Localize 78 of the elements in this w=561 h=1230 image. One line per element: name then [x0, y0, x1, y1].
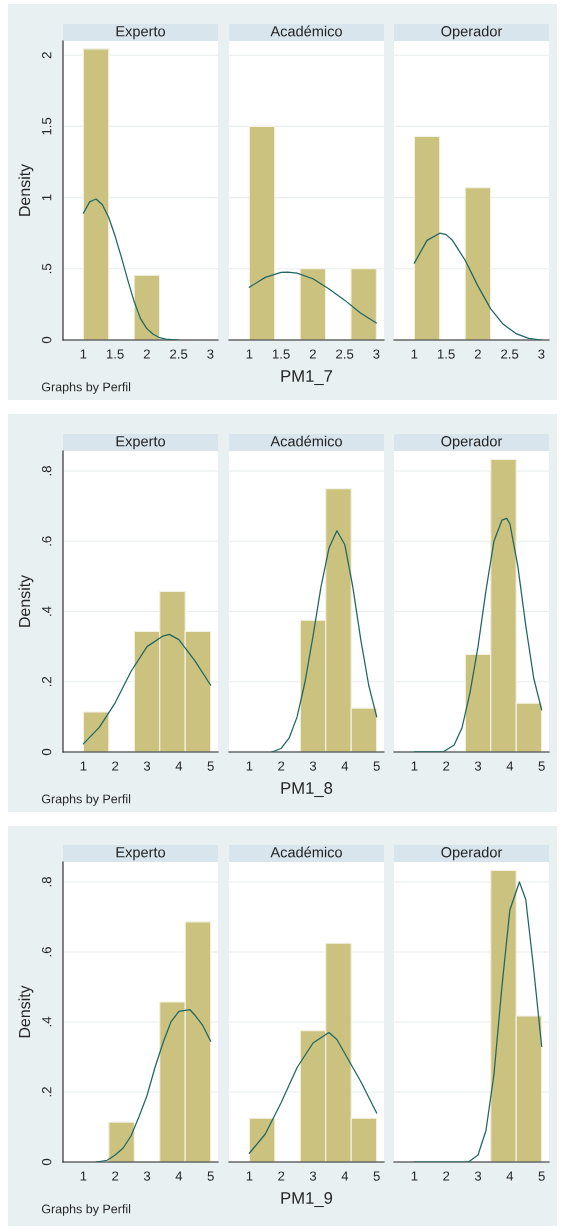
x-tick-label: 1: [80, 761, 87, 771]
x-tick-label: 2: [443, 761, 450, 771]
x-tick-label: 5: [373, 761, 380, 771]
x-tick-label: 3: [143, 761, 151, 771]
chart-title: Operador: [441, 846, 503, 861]
y-tick-label: 0: [42, 336, 52, 344]
x-tick-label: 3: [474, 1171, 482, 1181]
x-tick-label: 2.5: [336, 349, 354, 359]
y-tick-label: .4: [42, 606, 52, 616]
x-tick-label: 4: [175, 761, 183, 771]
text: Graphs by Perfil: [41, 794, 131, 806]
y-tick-label: .6: [42, 947, 52, 957]
x-tick-label: 1.5: [106, 349, 124, 359]
x-tick-label: 2.5: [501, 349, 519, 359]
x-tick-label: 3: [143, 1171, 151, 1181]
y-tick-label: .5: [42, 263, 52, 274]
x-tick-label: 3: [474, 761, 482, 771]
chart-title: Académico: [270, 25, 342, 37]
chart-title: Académico: [270, 846, 342, 858]
x-tick-label: 4: [341, 761, 349, 771]
x-tick-label: 4: [506, 1171, 514, 1181]
x-tick-label: 5: [373, 1171, 380, 1181]
text: Graphs by Perfil: [41, 382, 131, 394]
y-tick-label: .8: [42, 877, 52, 887]
x-tick-label: 5: [538, 761, 545, 771]
x-tick-label: 2: [143, 349, 150, 359]
x-tick-label: 3: [309, 1171, 317, 1181]
x-tick-label: 1: [411, 1171, 418, 1181]
chart-title: Experto: [116, 26, 166, 40]
x-tick-label: 1: [411, 349, 418, 359]
y-tick-label: .4: [42, 1016, 52, 1027]
y-tick-label: .6: [42, 536, 52, 546]
x-tick-label: 1.5: [272, 349, 290, 359]
x-tick-label: 1: [246, 1171, 253, 1181]
y-axis-title: Density: [18, 574, 34, 627]
y-tick-label: .8: [42, 466, 52, 476]
text: Graphs by Perfil: [41, 1204, 131, 1216]
x-tick-label: 2: [309, 349, 316, 359]
y-tick-label: 0: [42, 748, 52, 756]
y-tick-label: .2: [42, 1087, 52, 1097]
x-tick-label: 3: [309, 761, 317, 771]
y-axis-title: Density: [18, 163, 34, 216]
x-tick-label: 2.5: [170, 349, 188, 359]
chart-title: Experto: [116, 436, 166, 450]
x-tick-label: 5: [207, 761, 214, 771]
x-tick-label: 3: [373, 349, 380, 359]
x-tick-label: 4: [341, 1171, 349, 1181]
x-tick-label: 2: [278, 1171, 285, 1181]
x-tick-label: 1: [80, 1171, 87, 1181]
x-tick-label: 2: [112, 1171, 119, 1181]
x-tick-label: 2: [112, 761, 119, 771]
y-tick-label: 0: [42, 1158, 52, 1166]
x-tick-label: 2: [443, 1171, 450, 1181]
x-axis-title: PM1_9: [281, 1192, 333, 1208]
x-tick-label: 3: [538, 349, 545, 359]
x-tick-label: 2: [474, 349, 481, 359]
y-tick-label: 1.5: [42, 117, 52, 135]
x-axis-title: PM1_7: [281, 370, 333, 386]
x-axis-title: PM1_8: [281, 782, 333, 798]
y-tick-label: .2: [42, 676, 52, 687]
x-tick-label: 3: [207, 349, 214, 359]
chart-title: Operador: [441, 25, 503, 40]
x-tick-label: 5: [207, 1171, 214, 1181]
x-tick-label: 1.5: [437, 349, 455, 359]
x-tick-label: 4: [175, 1171, 183, 1181]
chart-title: Operador: [441, 435, 503, 450]
x-tick-label: 1: [246, 761, 253, 771]
y-axis-title: Density: [18, 985, 34, 1038]
y-tick-label: 1: [42, 194, 52, 201]
chart-title: Experto: [116, 847, 166, 861]
x-tick-label: 5: [538, 1171, 545, 1181]
x-tick-label: 1: [80, 349, 87, 359]
chart-title: Académico: [270, 435, 342, 447]
y-tick-label: 2: [42, 52, 52, 59]
x-tick-label: 1: [246, 349, 253, 359]
x-tick-label: 1: [411, 761, 418, 771]
x-tick-label: 4: [506, 761, 514, 771]
x-tick-label: 2: [278, 761, 285, 771]
